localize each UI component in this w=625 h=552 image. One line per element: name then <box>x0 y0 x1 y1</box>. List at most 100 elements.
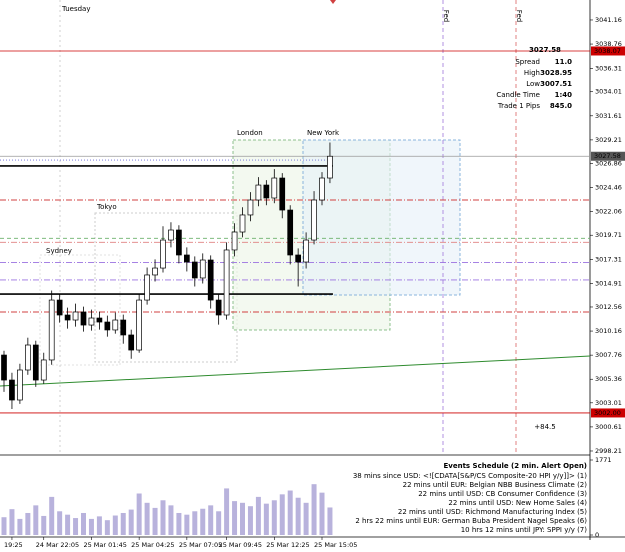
sydney-box <box>39 254 121 366</box>
event-row: 22 mins until USD: Richmond Manufacturin… <box>398 508 587 516</box>
candle-body <box>88 317 95 326</box>
volume-bar <box>200 508 206 535</box>
volume-bar <box>120 512 126 535</box>
new-york-box <box>302 139 461 296</box>
volume-bar <box>128 509 134 535</box>
candle-body <box>295 254 301 263</box>
session-label: New York <box>307 129 340 137</box>
candle-body <box>191 261 198 279</box>
event-line-label: Fed <box>442 10 450 22</box>
volume-tick-label: 0 <box>595 531 599 539</box>
info-value: 1:40 <box>555 91 573 99</box>
candle-body <box>152 267 158 276</box>
y-tick-label: 3003.01 <box>595 399 622 407</box>
volume-bar <box>112 515 118 535</box>
event-row: 22 mins until USD: CB Consumer Confidenc… <box>418 490 587 498</box>
y-tick-label: 3019.71 <box>595 231 622 239</box>
candle-body <box>72 311 79 321</box>
candle-body <box>56 299 63 316</box>
candle-body <box>128 334 135 351</box>
info-label: Spread <box>515 58 540 66</box>
candle-body <box>231 231 238 251</box>
candle-body <box>255 184 262 201</box>
event-row: 10 hrs 12 mins until JPY: SPPI y/y (7) <box>461 526 588 534</box>
y-tick-label: 3041.16 <box>595 16 622 24</box>
candle-body <box>184 254 190 263</box>
volume-bar <box>160 500 166 535</box>
trendline <box>0 355 591 387</box>
volume-bar <box>49 496 55 535</box>
volume-bar <box>311 484 317 535</box>
info-label: Candle Time <box>496 91 540 99</box>
volume-bar <box>184 514 190 535</box>
volume-bar <box>176 512 182 535</box>
volume-bar <box>224 488 230 535</box>
volume-bar <box>327 507 333 535</box>
info-value: 845.0 <box>550 102 572 110</box>
volume-bar <box>319 492 325 535</box>
y-tick-label: 2998.21 <box>595 447 622 455</box>
candle-body <box>120 319 127 336</box>
event-row: 22 mins until EUR: Belgian NBB Business … <box>403 481 588 489</box>
candle-body <box>144 274 150 301</box>
candle-body <box>319 177 325 201</box>
x-tick-label: 24 Mar 22:05 <box>36 541 79 549</box>
volume-bar <box>279 494 285 535</box>
volume-bar <box>57 511 63 535</box>
x-tick-label: 19:25 <box>4 541 23 549</box>
info-label: Trade 1 Pips <box>497 102 541 110</box>
y-tick-label: 3017.31 <box>595 255 622 263</box>
info-label: High <box>524 69 540 77</box>
candle-body <box>215 299 222 316</box>
candle-body <box>48 299 55 361</box>
candle-body <box>247 199 254 216</box>
x-tick-label: 25 Mar 07:05 <box>179 541 222 549</box>
y-tick-label: 3036.31 <box>595 65 622 73</box>
day-label: Tuesday <box>61 5 90 13</box>
y-tick-label: 3000.61 <box>595 423 622 431</box>
price-marker-label: 3038.07 <box>594 47 621 55</box>
volume-bar <box>192 511 198 535</box>
volume-bar <box>271 500 277 535</box>
candle-body <box>136 299 142 351</box>
price-marker-label: 3002.00 <box>594 409 621 417</box>
candle-body <box>104 321 111 331</box>
volume-bar <box>263 503 269 535</box>
candle-body <box>279 177 286 211</box>
current-bar-marker <box>330 0 336 4</box>
volume-bar <box>88 518 94 535</box>
y-tick-label: 3022.06 <box>595 208 622 216</box>
y-tick-label: 3010.16 <box>595 327 622 335</box>
volume-bar <box>295 497 301 535</box>
x-tick-label: 25 Mar 04:25 <box>131 541 174 549</box>
candle-body <box>112 319 119 331</box>
candle-body <box>287 209 294 256</box>
session-label: Sydney <box>46 247 72 255</box>
candle-body <box>199 259 206 279</box>
plot <box>0 50 591 414</box>
events-panel: 38 mins since USD: <![CDATA[S&P/CS Compo… <box>353 472 587 534</box>
candle-body <box>1 354 7 381</box>
volume-bar <box>240 502 245 535</box>
event-line-label: Fed <box>515 10 523 22</box>
y-tick-label: 3005.36 <box>595 375 622 383</box>
volume-bar <box>17 518 23 535</box>
candle-body <box>96 317 103 323</box>
event-row: 2 hrs 22 mins until EUR: German Buba Pre… <box>355 517 587 525</box>
candle-body <box>311 199 317 241</box>
x-tick-label: 25 Mar 09:45 <box>219 541 262 549</box>
y-tick-label: 3014.91 <box>595 279 622 287</box>
volume-bar <box>144 502 150 535</box>
candle-body <box>9 379 15 401</box>
price-marker-label: 3027.58 <box>594 152 621 160</box>
candle-body <box>239 214 246 233</box>
y-tick-label: 3007.76 <box>595 351 622 359</box>
y-tick-label: 3026.86 <box>595 159 622 167</box>
volume-bar <box>168 505 174 535</box>
volume-bar <box>136 493 142 535</box>
volume-bar <box>73 518 79 535</box>
y-tick-label: 3038.76 <box>595 40 622 48</box>
volume-bar <box>216 511 222 535</box>
candle-body <box>40 359 47 381</box>
